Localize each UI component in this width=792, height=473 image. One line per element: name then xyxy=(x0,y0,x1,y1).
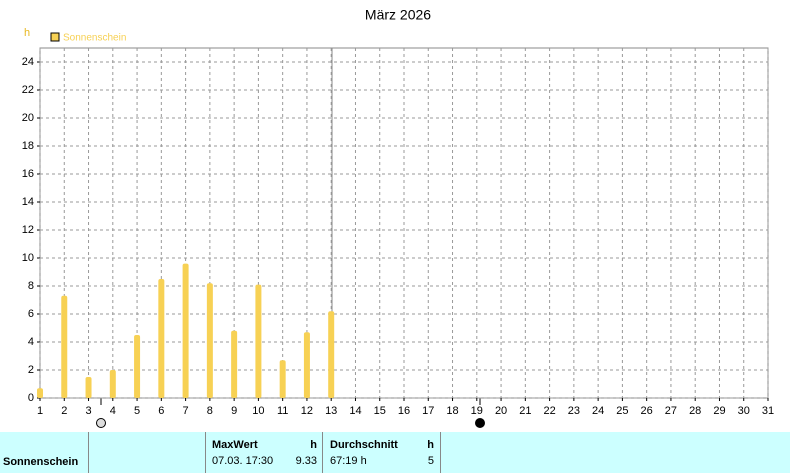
x-tick-label: 18 xyxy=(446,405,458,417)
y-tick-label: 10 xyxy=(22,252,34,264)
x-tick-label: 30 xyxy=(738,405,750,417)
x-tick-label: 15 xyxy=(374,405,386,417)
x-tick-label: 23 xyxy=(568,405,580,417)
x-tick-label: 22 xyxy=(543,405,555,417)
x-tick-label: 28 xyxy=(689,405,701,417)
x-tick-label: 13 xyxy=(325,405,337,417)
max-cell: MaxWert h 07.03. 17:30 9.33 xyxy=(206,432,323,473)
bar xyxy=(109,370,116,398)
y-tick-label: 2 xyxy=(28,364,34,376)
avg-value: 67:19 h xyxy=(330,455,367,467)
bar xyxy=(279,360,286,398)
y-axis-label: h xyxy=(24,27,30,39)
x-tick-label: 27 xyxy=(665,405,677,417)
x-tick-label: 3 xyxy=(85,405,91,417)
empty-cell xyxy=(89,432,206,473)
full-moon-icon xyxy=(96,418,106,428)
y-tick-label: 12 xyxy=(22,224,34,236)
y-tick-label: 8 xyxy=(28,280,34,292)
bar xyxy=(328,311,335,398)
x-tick-label: 21 xyxy=(519,405,531,417)
y-tick-label: 22 xyxy=(22,84,34,96)
y-tick-label: 16 xyxy=(22,168,34,180)
avg-unit: h xyxy=(427,439,434,451)
x-tick-label: 31 xyxy=(762,405,774,417)
x-tick-label: 11 xyxy=(277,405,288,417)
x-tick-label: 9 xyxy=(231,405,237,417)
x-tick-label: 16 xyxy=(398,405,410,417)
x-tick-label: 19 xyxy=(471,405,483,417)
bar xyxy=(255,284,262,398)
y-tick-label: 4 xyxy=(28,336,34,348)
legend-label: Sonnenschein xyxy=(63,33,126,44)
max-unit: h xyxy=(310,439,317,451)
row-label-cell: Sonnenschein xyxy=(0,432,89,473)
x-tick-label: 12 xyxy=(301,405,313,417)
x-tick-label: 7 xyxy=(183,405,189,417)
bar xyxy=(158,279,165,398)
chart-title: März 2026 xyxy=(365,7,431,23)
x-tick-label: 17 xyxy=(422,405,434,417)
bar xyxy=(182,263,189,398)
x-tick-label: 5 xyxy=(134,405,140,417)
avg-cell: Durchschnitt h 67:19 h 5 xyxy=(323,432,441,473)
x-tick-label: 4 xyxy=(110,405,116,417)
x-tick-label: 26 xyxy=(641,405,653,417)
bar xyxy=(303,332,310,398)
x-tick-label: 20 xyxy=(495,405,507,417)
summary-table: Sonnenschein MaxWert h 07.03. 17:30 9.33… xyxy=(0,432,790,473)
avg-header: Durchschnitt xyxy=(330,439,398,451)
bar xyxy=(37,388,43,398)
y-tick-label: 18 xyxy=(22,140,34,152)
y-tick-label: 24 xyxy=(22,56,34,68)
y-tick-label: 20 xyxy=(22,112,34,124)
new-moon-icon xyxy=(475,418,485,428)
x-tick-label: 10 xyxy=(252,405,264,417)
bar xyxy=(134,335,141,398)
max-date: 07.03. 17:30 xyxy=(212,455,274,467)
bar xyxy=(231,330,238,398)
legend-swatch xyxy=(50,32,60,42)
max-value: 9.33 xyxy=(295,455,317,467)
avg-count: 5 xyxy=(427,455,434,467)
x-tick-label: 25 xyxy=(616,405,628,417)
x-tick-label: 14 xyxy=(349,405,361,417)
y-tick-label: 0 xyxy=(28,392,34,404)
bar xyxy=(206,283,213,398)
bar xyxy=(61,295,68,398)
x-tick-label: 24 xyxy=(592,405,604,417)
x-tick-label: 8 xyxy=(207,405,213,417)
x-tick-label: 1 xyxy=(37,405,43,417)
row-label: Sonnenschein xyxy=(3,456,79,468)
bar xyxy=(85,377,92,398)
y-tick-label: 14 xyxy=(22,196,34,208)
y-tick-label: 6 xyxy=(28,308,34,320)
max-header: MaxWert xyxy=(212,439,258,451)
x-tick-label: 29 xyxy=(713,405,725,417)
x-tick-label: 6 xyxy=(158,405,164,417)
x-tick-label: 2 xyxy=(61,405,67,417)
